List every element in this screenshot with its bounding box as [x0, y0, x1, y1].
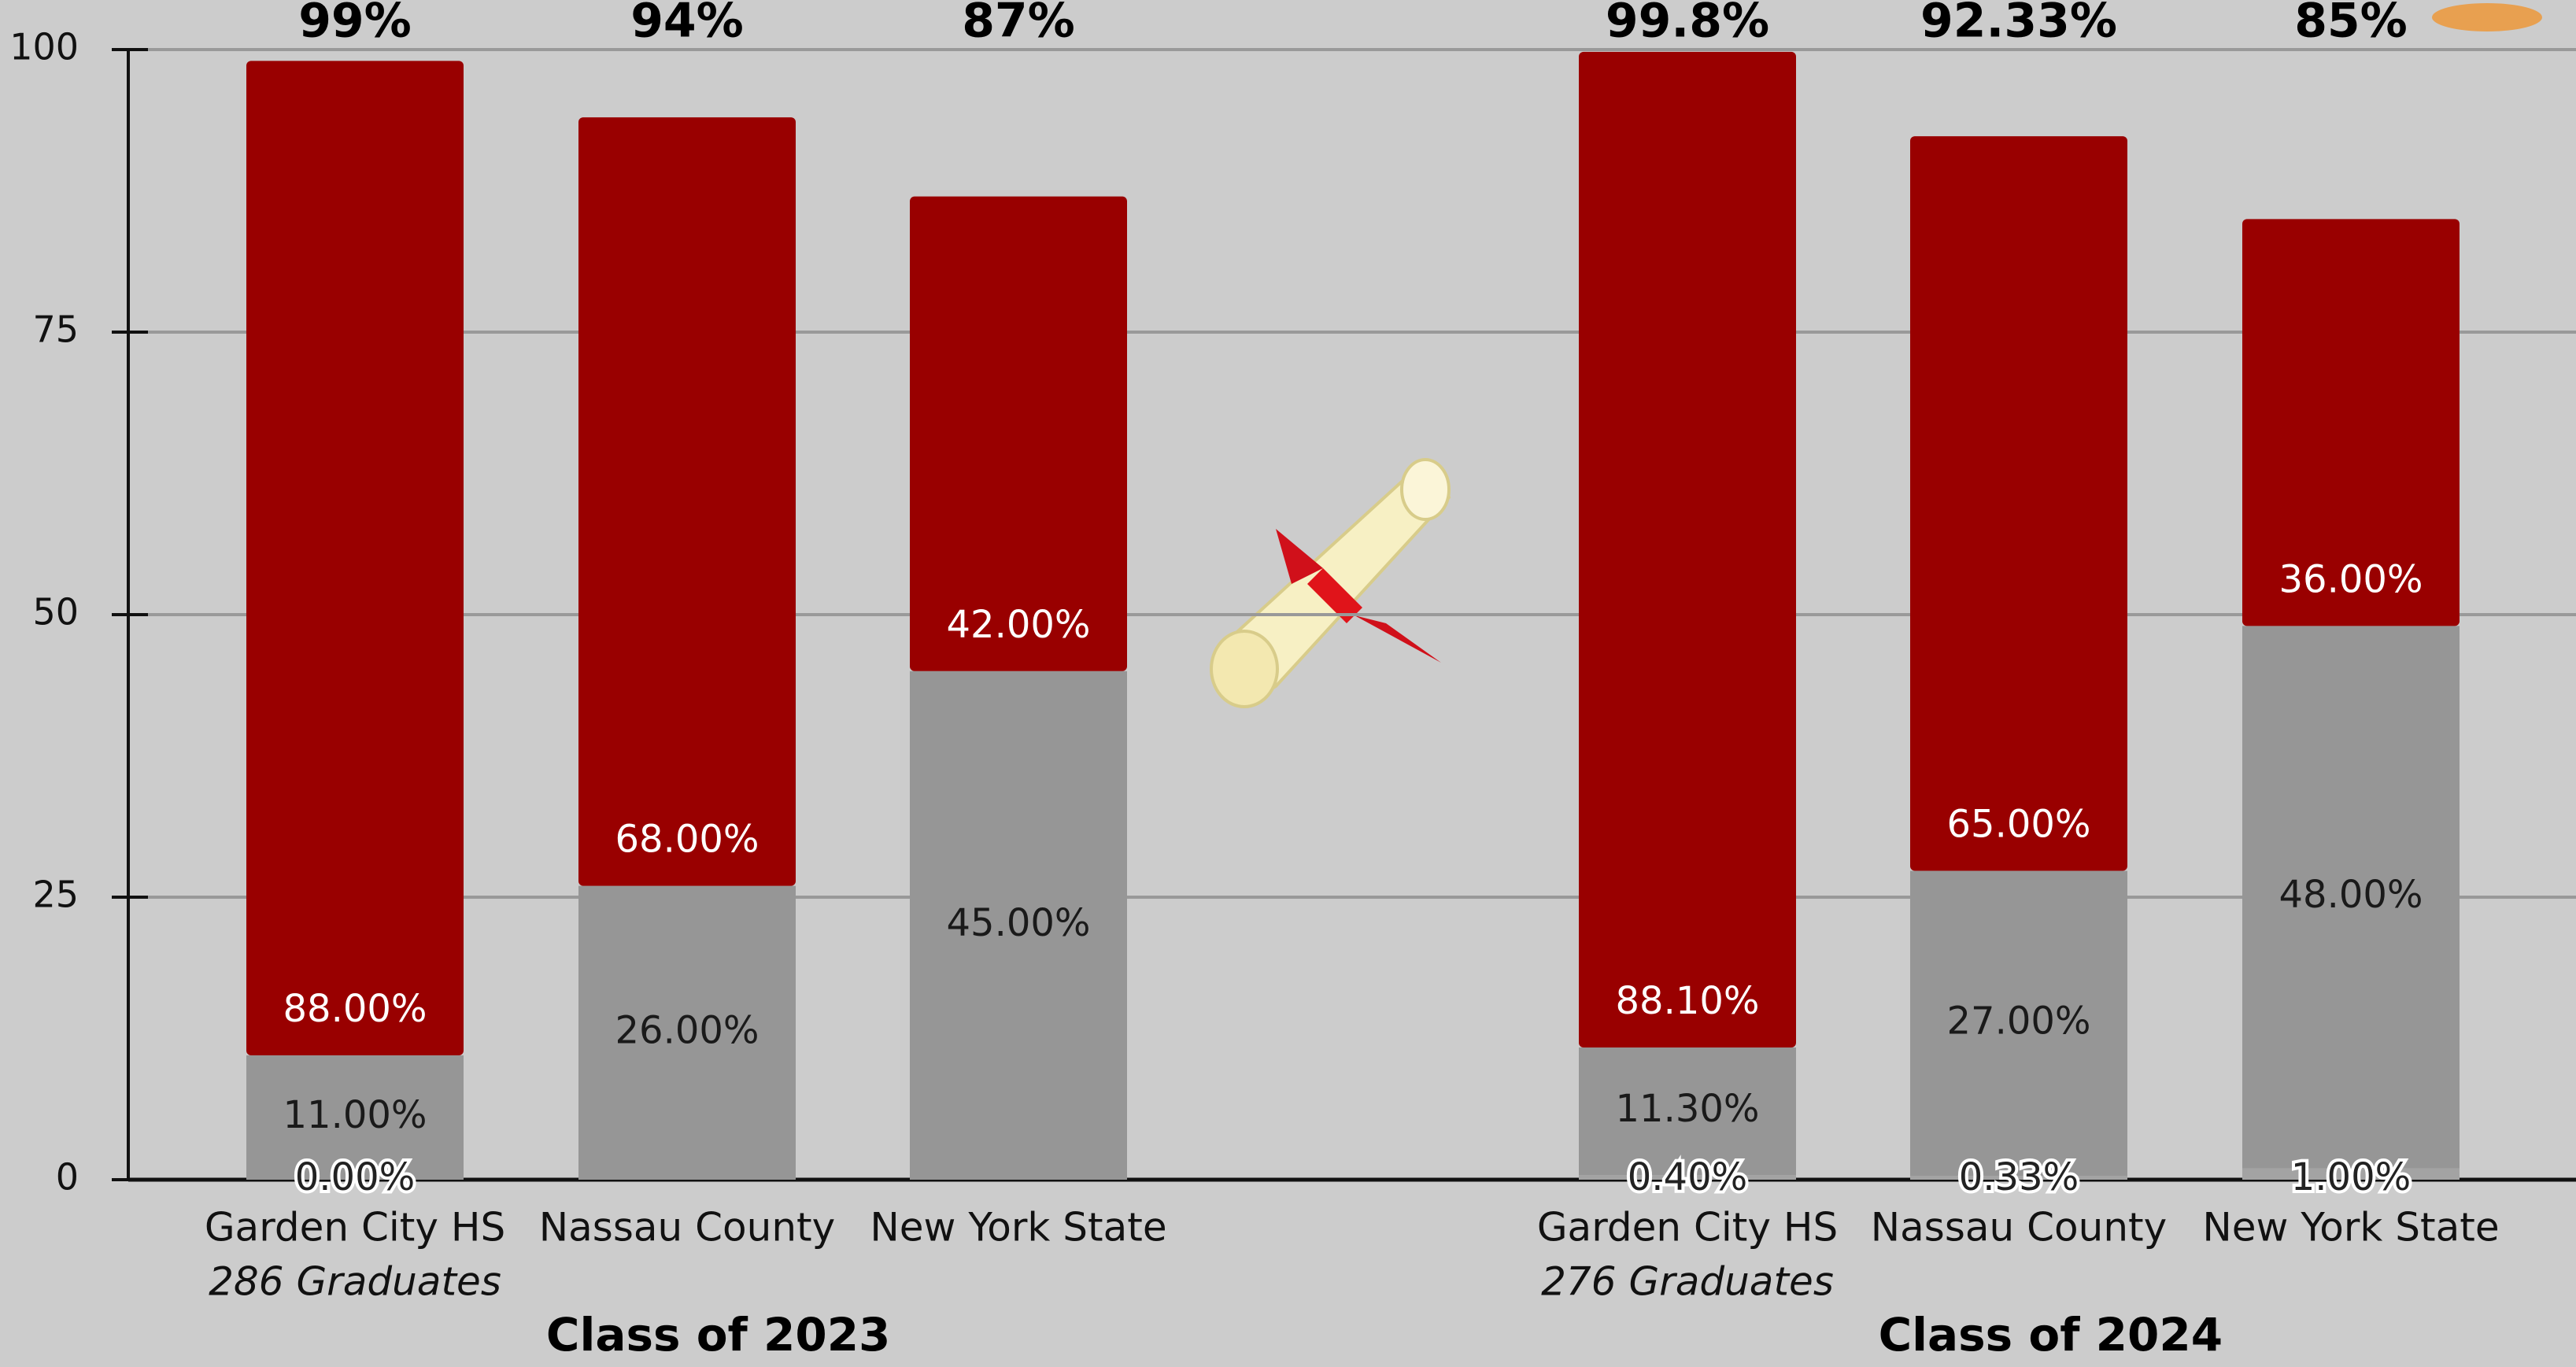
data-label: 88.00%: [283, 987, 427, 1031]
data-label: 65.00%: [1946, 803, 2090, 847]
total-label: 92.33%: [1920, 0, 2117, 49]
x-tick-label: Garden City HS: [1537, 1205, 1838, 1251]
bar-segment: [578, 117, 796, 885]
data-label: 0.33%: [1959, 1155, 2079, 1199]
x-tick-label: New York State: [2202, 1205, 2499, 1251]
y-tick-label: 0: [56, 1156, 79, 1199]
y-tick-label: 100: [9, 26, 79, 68]
y-tick-label: 50: [32, 591, 79, 634]
data-label: 42.00%: [946, 603, 1090, 647]
total-label: 99.8%: [1606, 0, 1769, 49]
data-label: 88.10%: [1615, 979, 1759, 1023]
total-label: 94%: [630, 0, 744, 49]
x-tick-label: Nassau County: [539, 1205, 835, 1251]
data-label: 0.40%: [1628, 1155, 1747, 1199]
group-label: Class of 2023: [546, 1308, 891, 1361]
data-label: 0.00%: [295, 1155, 415, 1199]
data-label: 48.00%: [2278, 873, 2423, 917]
page: 0 25 50 75 100 0.00% 11.00% 88.00% 99% Garden Ci…: [0, 0, 2576, 1367]
data-label: 27.00%: [1946, 999, 2090, 1043]
chart: 0 25 50 75 100 0.00% 11.00% 88.00% 99% Garden Ci…: [0, 0, 2576, 1367]
data-label: 68.00%: [615, 818, 759, 862]
category-note: 276 Graduates: [1541, 1259, 1834, 1305]
data-label: 11.30%: [1615, 1087, 1759, 1131]
bar-segment: [1910, 136, 2127, 870]
x-tick-label: Nassau County: [1871, 1205, 2167, 1251]
y-tick-label: 25: [32, 874, 79, 916]
data-label: 11.00%: [283, 1093, 427, 1137]
bar-segment: [910, 197, 1127, 671]
total-label: 99%: [298, 0, 412, 49]
data-label: 26.00%: [615, 1008, 759, 1052]
data-label: 45.00%: [946, 901, 1090, 945]
group-label: Class of 2024: [1879, 1308, 2223, 1361]
x-tick-label: Garden City HS: [205, 1205, 505, 1251]
category-note: 286 Graduates: [209, 1259, 501, 1305]
bar-segment: [246, 61, 464, 1055]
data-label: 36.00%: [2278, 557, 2423, 601]
data-label: 1.00%: [2291, 1155, 2411, 1199]
y-tick-label: 75: [32, 308, 79, 351]
x-tick-label: New York State: [870, 1205, 1166, 1251]
total-label: 87%: [962, 0, 1075, 49]
tassel-icon: [2432, 3, 2542, 31]
bar-segment: [1579, 52, 1796, 1047]
total-label: 85%: [2294, 0, 2408, 49]
